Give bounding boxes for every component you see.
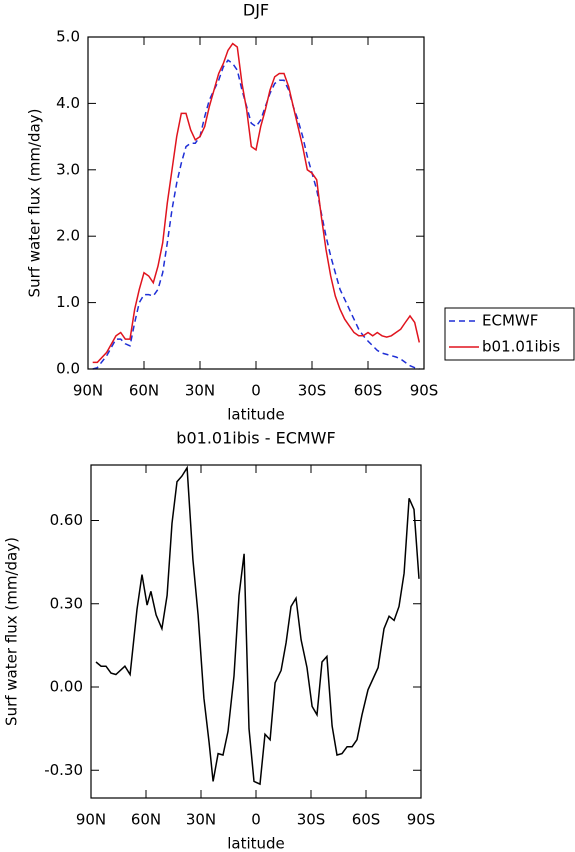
x-tick-label: 0 <box>251 382 261 400</box>
x-tick-label: 60N <box>129 382 159 400</box>
y-tick-label: 0.30 <box>50 594 83 612</box>
plot-frame <box>90 464 422 799</box>
y-tick-label: 5.0 <box>56 28 80 46</box>
line <box>92 42 421 364</box>
x-tick-label: 30S <box>297 811 326 829</box>
x-tick-label: 0 <box>251 811 261 829</box>
x-axis-label: latitude <box>227 406 285 424</box>
x-tick-label: 90N <box>76 811 106 829</box>
x-tick-label: 60N <box>131 811 161 829</box>
x-axis-label: latitude <box>227 835 285 852</box>
y-tick-label: 2.0 <box>56 227 80 245</box>
legend-label: ECMWF <box>482 312 538 330</box>
y-tick-label: 3.0 <box>56 160 80 178</box>
x-tick-label: 60S <box>354 382 383 400</box>
x-tick-label: 30S <box>298 382 327 400</box>
x-tick-label: 60S <box>352 811 381 829</box>
line <box>95 465 420 786</box>
chart-title: DJF <box>243 1 269 20</box>
line <box>92 59 420 370</box>
x-tick-label: 30N <box>185 382 215 400</box>
plot-frame <box>87 36 425 370</box>
x-tick-label: 90S <box>410 382 439 400</box>
legend-box <box>444 307 575 361</box>
y-tick-label: 4.0 <box>56 94 80 112</box>
y-axis-label: Surf water flux (mm/day) <box>26 109 44 298</box>
y-tick-label: 0.00 <box>50 678 83 696</box>
x-tick-label: 90S <box>407 811 436 829</box>
y-tick-label: -0.30 <box>44 761 83 779</box>
y-axis-label: Surf water flux (mm/day) <box>3 537 21 726</box>
legend-label: b01.01ibis <box>482 338 560 356</box>
y-tick-label: 1.0 <box>56 293 80 311</box>
x-tick-label: 30N <box>186 811 216 829</box>
y-tick-label: 0.60 <box>50 511 83 529</box>
x-tick-label: 90N <box>73 382 103 400</box>
chart-title: b01.01ibis - ECMWF <box>176 429 335 448</box>
y-tick-label: 0.0 <box>56 360 80 378</box>
